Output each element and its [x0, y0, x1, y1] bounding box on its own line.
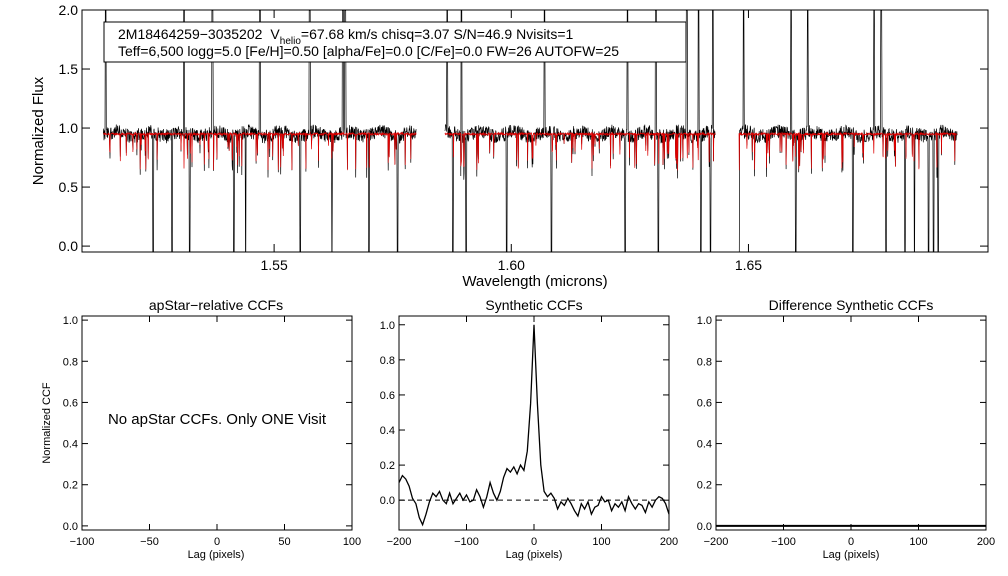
synthetic-ccf-title: Synthetic CCFs [485, 297, 582, 313]
y-tick-label: 0.2 [697, 480, 712, 492]
y-tick-label: 0.0 [697, 521, 712, 533]
info-box-frame [103, 21, 687, 63]
difference-ccf-frame [715, 315, 987, 531]
y-tick-label: 2.0 [59, 2, 79, 18]
difference-ccf-panel: Difference Synthetic CCFs −200 −100 0 100 20… [697, 297, 995, 561]
apstar-ccf-xlabel: Lag (pixels) [188, 549, 245, 561]
x-tick-label: −200 [387, 536, 412, 548]
synthetic-ccf-panel: Synthetic CCFs −200 −100 0 100 200 0.0 0.2 0.4 0… [380, 297, 678, 561]
y-tick-label: 0.8 [380, 355, 395, 367]
spectrum-frame [81, 9, 989, 253]
y-tick-label: 0.2 [380, 460, 395, 472]
difference-ccf-xlabel: Lag (pixels) [823, 549, 880, 561]
y-tick-label: 0.5 [59, 179, 79, 195]
info-stats: =67.68 km/s chisq=3.07 S/N=46.9 Nvisits=… [301, 26, 574, 42]
synthetic-ccf-xlabel: Lag (pixels) [506, 549, 563, 561]
apstar-ccf-title: apStar−relative CCFs [149, 297, 283, 313]
y-tick-label: 0.4 [63, 439, 78, 451]
y-tick-label: 0.4 [697, 439, 712, 451]
y-tick-label: 0.0 [63, 521, 78, 533]
spectrum-panel: 1.55 1.60 1.65 0.0 0.5 1.0 1.5 2.0 Normalized F… [30, 2, 989, 290]
v-helio-symbol: V [270, 26, 280, 42]
y-tick-label: 0.4 [380, 425, 395, 437]
x-tick-label: 0 [848, 536, 854, 548]
apstar-ccf-axes: −100 −50 0 50 100 0.0 0.2 0.4 0.6 0.8 1.0 [63, 315, 361, 548]
y-tick-label: 0.0 [59, 238, 79, 254]
x-tick-label: −200 [704, 536, 729, 548]
difference-ccf-axes: −200 −100 0 100 200 0.0 0.2 0.4 0.6 0.8 1.0 [697, 315, 995, 548]
y-tick-label: 1.0 [697, 315, 712, 327]
y-tick-label: 0.0 [380, 495, 395, 507]
info-line-2: Teff=6,500 logg=5.0 [Fe/H]=0.50 [alpha/F… [118, 43, 619, 59]
x-tick-label: −50 [140, 536, 159, 548]
x-tick-label: 0 [531, 536, 537, 548]
x-tick-label: 100 [343, 536, 361, 548]
apstar-ccf-annotation: No apStar CCFs. Only ONE Visit [108, 411, 327, 428]
synthetic-ccf-line [398, 324, 670, 527]
y-tick-label: 0.2 [63, 480, 78, 492]
info-line-1: 2M18464259−3035202 Vhelio=67.68 km/s chis… [118, 26, 573, 47]
y-tick-label: 0.8 [697, 356, 712, 368]
y-tick-label: 0.6 [380, 390, 395, 402]
x-tick-label: 200 [660, 536, 678, 548]
x-tick-label: 1.65 [735, 257, 762, 273]
spectrum-data [102, 10, 958, 252]
star-id: 2M18464259−3035202 [118, 26, 263, 42]
v-helio-subscript: helio [280, 36, 302, 47]
observed-spectrum-line [738, 10, 958, 252]
x-tick-label: −100 [454, 536, 479, 548]
model-spectrum-line [102, 131, 417, 171]
y-tick-label: 0.6 [63, 397, 78, 409]
synthetic-ccf-data [398, 324, 670, 527]
y-tick-label: 1.0 [59, 120, 79, 136]
spectrum-ylabel: Normalized Flux [30, 76, 47, 185]
model-spectrum-line [444, 131, 716, 171]
x-tick-label: 50 [278, 536, 290, 548]
model-spectrum-line [738, 131, 958, 171]
y-tick-label: 1.0 [63, 315, 78, 327]
x-tick-label: 1.55 [260, 257, 287, 273]
difference-ccf-title: Difference Synthetic CCFs [769, 297, 934, 313]
y-tick-label: 0.8 [63, 356, 78, 368]
spectrum-axes: 1.55 1.60 1.65 0.0 0.5 1.0 1.5 2.0 [59, 2, 988, 273]
spectrum-xlabel: Wavelength (microns) [462, 273, 607, 290]
x-tick-label: 0 [214, 536, 220, 548]
x-tick-label: 200 [977, 536, 995, 548]
x-tick-label: 100 [909, 536, 927, 548]
apstar-ccf-ylabel: Normalized CCF [41, 382, 53, 464]
synthetic-ccf-axes: −200 −100 0 100 200 0.0 0.2 0.4 0.6 0.8 1.0 [380, 316, 678, 548]
spectrum-info-box: 2M18464259−3035202 Vhelio=67.68 km/s chis… [103, 21, 687, 63]
x-tick-label: 1.60 [498, 257, 525, 273]
apstar-ccf-panel: apStar−relative CCFs −100 −50 0 50 100 0.0 0.2… [41, 297, 361, 561]
x-tick-label: −100 [771, 536, 796, 548]
x-tick-label: −100 [70, 536, 95, 548]
y-tick-label: 1.5 [59, 61, 79, 77]
y-tick-label: 1.0 [380, 320, 395, 332]
y-tick-label: 0.6 [697, 397, 712, 409]
x-tick-label: 100 [592, 536, 610, 548]
